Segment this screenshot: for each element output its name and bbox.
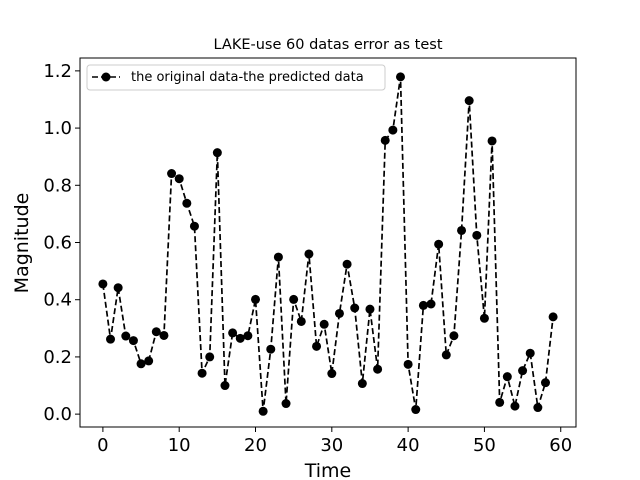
data-point bbox=[312, 341, 322, 351]
series-group bbox=[98, 72, 558, 416]
data-point bbox=[365, 304, 375, 314]
x-tick-label: 30 bbox=[320, 435, 343, 456]
plot-area bbox=[79, 57, 577, 428]
x-axis-label: Time bbox=[304, 460, 352, 480]
data-point bbox=[243, 331, 253, 341]
legend-marker bbox=[101, 72, 111, 82]
data-point bbox=[373, 364, 383, 374]
legend: the original data-the predicted data bbox=[86, 64, 386, 91]
y-tick-label: 0.0 bbox=[43, 404, 72, 425]
data-point bbox=[510, 401, 520, 411]
y-tick-label: 1.2 bbox=[43, 61, 72, 82]
data-point bbox=[281, 399, 291, 409]
data-point bbox=[434, 239, 444, 249]
data-point bbox=[479, 313, 489, 323]
data-point bbox=[128, 336, 138, 346]
data-point bbox=[380, 135, 390, 145]
data-point bbox=[189, 221, 199, 231]
data-point bbox=[144, 356, 154, 366]
y-tick-label: 0.2 bbox=[43, 347, 72, 368]
data-point bbox=[319, 319, 329, 329]
data-point bbox=[487, 136, 497, 146]
x-tick-label: 50 bbox=[473, 435, 496, 456]
y-axis-label: Magnitude bbox=[11, 193, 33, 294]
y-tick-label: 0.4 bbox=[43, 290, 72, 311]
data-point bbox=[464, 96, 474, 106]
data-point bbox=[495, 397, 505, 407]
data-point bbox=[357, 379, 367, 389]
data-point bbox=[403, 359, 413, 369]
data-point bbox=[540, 378, 550, 388]
y-tick-label: 1.0 bbox=[43, 118, 72, 139]
legend-label: the original data-the predicted data bbox=[131, 70, 364, 85]
data-point bbox=[304, 249, 314, 259]
data-point bbox=[388, 125, 398, 135]
data-point bbox=[411, 405, 421, 415]
data-point bbox=[106, 334, 116, 344]
data-point bbox=[426, 299, 436, 309]
data-point bbox=[182, 198, 192, 208]
data-point bbox=[342, 259, 352, 269]
data-point bbox=[548, 312, 558, 322]
data-point bbox=[151, 327, 161, 337]
data-point bbox=[220, 381, 230, 391]
data-point bbox=[395, 72, 405, 82]
x-tick-label: 40 bbox=[397, 435, 420, 456]
data-point bbox=[518, 366, 528, 376]
data-point bbox=[167, 169, 177, 179]
data-point bbox=[266, 344, 276, 354]
data-point bbox=[273, 252, 283, 262]
y-tick-label: 0.8 bbox=[43, 175, 72, 196]
data-point bbox=[98, 279, 108, 289]
data-point bbox=[258, 406, 268, 416]
data-point bbox=[502, 372, 512, 382]
x-axis: 0 10 20 30 40 50 60 bbox=[97, 427, 572, 456]
data-point bbox=[457, 225, 467, 235]
data-point bbox=[159, 330, 169, 340]
data-point bbox=[205, 352, 215, 362]
data-point bbox=[212, 148, 222, 158]
x-tick-label: 60 bbox=[549, 435, 572, 456]
data-point bbox=[136, 359, 146, 369]
data-point bbox=[449, 331, 459, 341]
data-point bbox=[113, 283, 123, 293]
y-axis: 0.0 0.2 0.4 0.6 0.8 1.0 1.2 bbox=[43, 61, 80, 425]
data-point bbox=[296, 316, 306, 326]
data-point bbox=[525, 348, 535, 358]
data-point bbox=[251, 294, 261, 304]
data-point bbox=[418, 300, 428, 310]
data-point bbox=[121, 331, 131, 341]
data-point bbox=[441, 350, 451, 360]
data-point bbox=[533, 403, 543, 413]
chart-title: LAKE-use 60 datas error as test bbox=[214, 37, 443, 53]
data-point bbox=[197, 368, 207, 378]
legend-box bbox=[86, 64, 386, 91]
data-point bbox=[350, 303, 360, 313]
data-point bbox=[472, 230, 482, 240]
data-point bbox=[228, 328, 238, 338]
data-point bbox=[235, 333, 245, 343]
x-tick-label: 20 bbox=[244, 435, 267, 456]
data-point bbox=[327, 369, 337, 379]
y-tick-label: 0.6 bbox=[43, 233, 72, 254]
data-point bbox=[334, 308, 344, 318]
x-tick-label: 10 bbox=[168, 435, 191, 456]
data-point bbox=[174, 174, 184, 184]
x-tick-label: 0 bbox=[97, 435, 108, 456]
data-point bbox=[289, 294, 299, 304]
